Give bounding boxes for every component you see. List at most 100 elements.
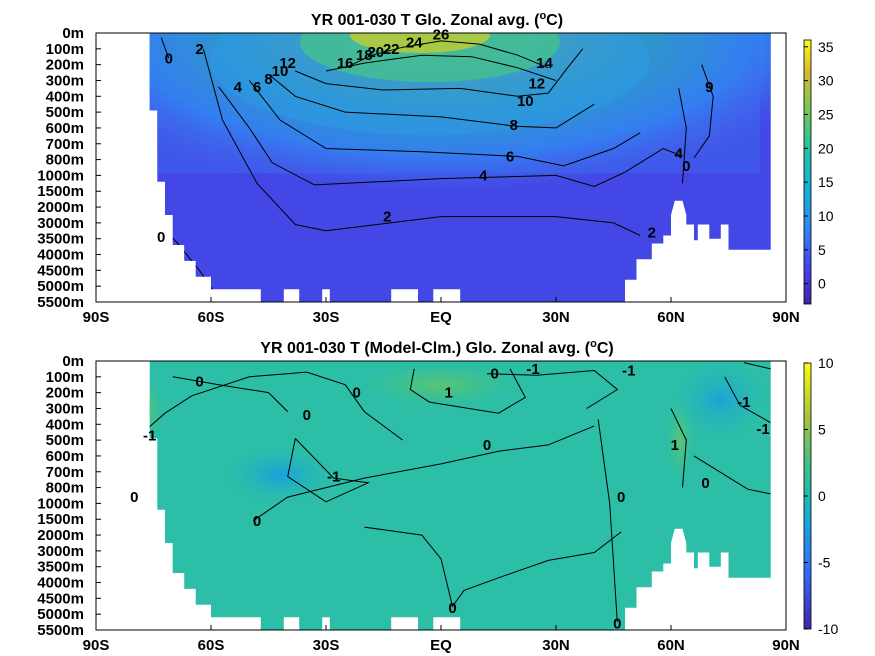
y-tick-label: 5000m: [37, 278, 84, 295]
y-tick-label: 800m: [46, 480, 84, 497]
colorbar-tick-label: -5: [818, 555, 831, 571]
y-tick-label: 3500m: [37, 559, 84, 576]
contour-label: 0: [448, 600, 456, 617]
y-tick-label: 100m: [46, 369, 84, 386]
contour-line: [670, 408, 687, 488]
y-tick-label: 3000m: [37, 543, 84, 560]
colorbar-tick-label: 0: [818, 276, 826, 292]
contour-line: [287, 438, 370, 503]
y-tick-label: 1000m: [37, 167, 84, 184]
y-tick-label: 700m: [46, 464, 84, 481]
contour-line: [268, 73, 595, 129]
contour-line: [160, 37, 170, 59]
panel2-field: [149, 361, 771, 630]
contour-label: 26: [433, 27, 450, 44]
contour-line: [678, 88, 687, 184]
y-tick-label: 4500m: [37, 262, 84, 279]
panel2-title: YR 001-030 T (Model-Clm.) Glo. Zonal avg…: [260, 338, 613, 357]
colorbar-tick-label: 25: [818, 107, 834, 123]
panel2-contour-lines: [127, 362, 771, 623]
contour-label: 12: [528, 76, 545, 93]
panel1-colorbar-ticks: 0 5 10 15 20 25 30 35: [804, 39, 834, 292]
y-tick-label: 400m: [46, 88, 84, 105]
temperature-panel: YR 001-030 T Glo. Zonal avg. (oC) 262422…: [37, 10, 834, 326]
x-tick-label: 60N: [657, 637, 685, 654]
y-tick-label: 1500m: [37, 183, 84, 200]
contour-line: [252, 425, 595, 522]
panel1-y-axis: 0m100m200m300m400m500m600m700m800m1000m1…: [37, 25, 101, 311]
contour-label: -1: [756, 421, 769, 438]
colorbar-tick-label: 5: [818, 242, 826, 258]
x-tick-label: 30S: [313, 637, 340, 654]
contour-label: -1: [143, 427, 156, 444]
y-tick-label: 2000m: [37, 199, 84, 216]
y-tick-label: 600m: [46, 120, 84, 137]
contour-label: 0: [701, 475, 709, 492]
y-tick-label: 4500m: [37, 590, 84, 607]
contour-line: [325, 54, 557, 81]
x-tick-label: EQ: [430, 637, 452, 654]
contour-line: [743, 362, 771, 370]
contour-label: 0: [483, 437, 491, 454]
panel2-contour-labels: 0 0 0 1 0 -1 -1 -1 -1 -1 -1 0 1 0 0 0 0 0 0: [130, 361, 770, 633]
x-tick-label: 90S: [83, 637, 110, 654]
contour-label: 8: [510, 117, 518, 134]
contour-label: 0: [130, 489, 138, 506]
x-tick-label: 30N: [542, 309, 570, 326]
contour-line: [127, 405, 139, 464]
colorbar-tick-label: 0: [818, 488, 826, 504]
contour-label: 16: [337, 55, 354, 72]
contour-label: 1: [671, 437, 679, 454]
panel2-x-axis: 90S 60S 30S EQ 30N 60N 90N: [83, 625, 800, 654]
colorbar-tick-label: 10: [818, 208, 834, 224]
contour-line: [597, 419, 618, 623]
colorbar-tick-label: 30: [818, 73, 834, 89]
contour-line: [409, 368, 526, 414]
contour-label: 4: [675, 145, 684, 162]
contour-line: [149, 371, 403, 441]
contour-line: [248, 80, 641, 167]
y-tick-label: 0m: [62, 353, 84, 370]
contour-label: 4: [234, 79, 243, 96]
contour-line: [724, 376, 771, 424]
contour-label: 9: [705, 79, 713, 96]
contour-label: -1: [737, 394, 750, 411]
contour-line: [364, 526, 622, 608]
contour-label: 2: [383, 209, 391, 226]
y-tick-label: 200m: [46, 385, 84, 402]
contour-line: [172, 376, 289, 412]
x-tick-label: 60S: [198, 637, 225, 654]
contour-label: -1: [327, 469, 340, 486]
y-tick-label: 3500m: [37, 231, 84, 248]
x-tick-label: 90N: [772, 309, 800, 326]
y-tick-label: 0m: [62, 25, 84, 42]
y-tick-label: 4000m: [37, 575, 84, 592]
contour-label: 2: [195, 41, 203, 58]
y-tick-label: 500m: [46, 104, 84, 121]
contour-label: 0: [253, 513, 261, 530]
colorbar-tick-label: 10: [818, 355, 834, 371]
contour-label: 0: [613, 616, 621, 633]
y-tick-label: 3000m: [37, 215, 84, 232]
contour-label: 10: [272, 63, 289, 80]
y-tick-label: 400m: [46, 416, 84, 433]
temperature-difference-panel: YR 001-030 T (Model-Clm.) Glo. Zonal avg…: [37, 338, 838, 654]
contour-label: 6: [506, 148, 514, 165]
y-tick-label: 800m: [46, 152, 84, 169]
contour-label: 4: [479, 167, 488, 184]
contour-label: 0: [195, 374, 203, 391]
y-tick-label: 5500m: [37, 622, 84, 639]
contour-label: 0: [491, 366, 499, 383]
contour-label: 24: [406, 35, 423, 52]
panel1-colorbar: [803, 39, 812, 305]
contour-label: 18: [356, 47, 373, 64]
contour-label: 14: [536, 55, 553, 72]
contour-label: 2: [648, 224, 656, 241]
contour-line: [218, 86, 679, 188]
y-tick-label: 700m: [46, 136, 84, 153]
panel1-field: [149, 33, 771, 302]
y-tick-label: 600m: [46, 448, 84, 465]
y-tick-label: 1000m: [37, 495, 84, 512]
colorbar-tick-label: -10: [818, 621, 838, 637]
